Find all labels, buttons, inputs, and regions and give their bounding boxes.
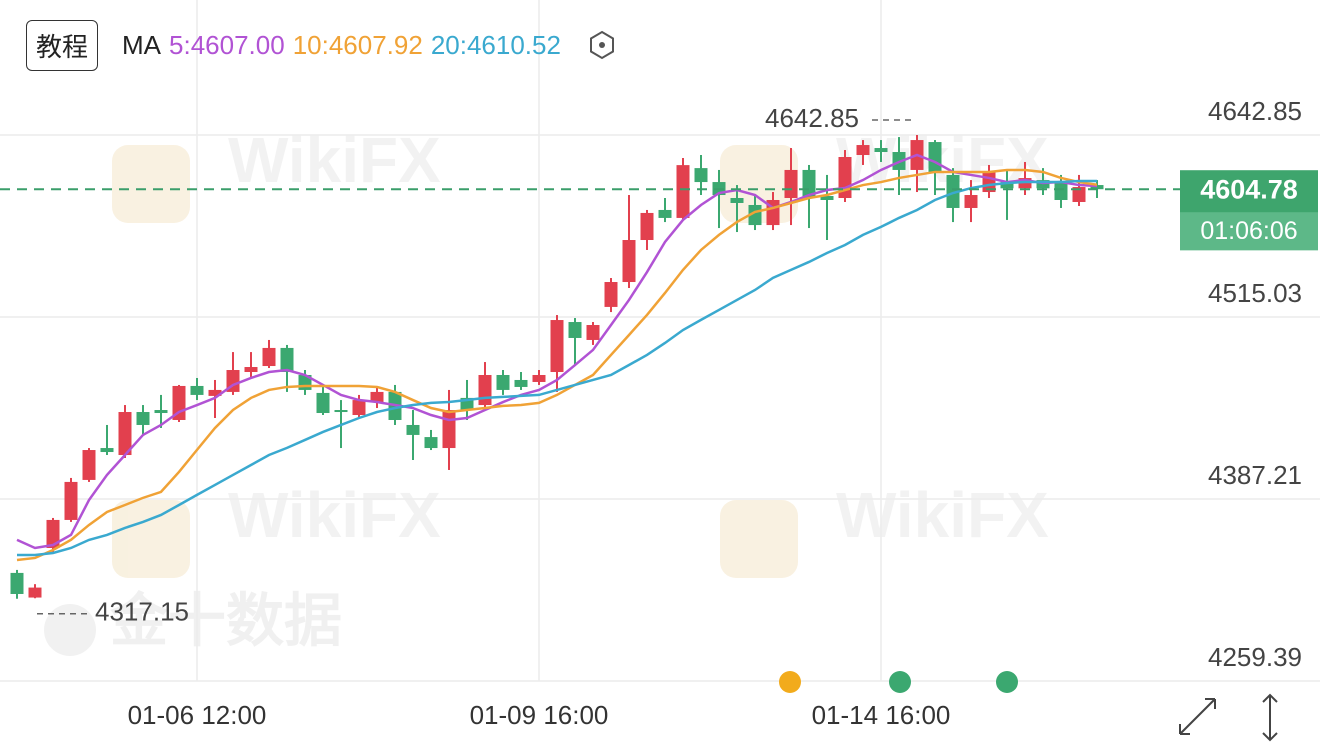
candle-body (604, 282, 618, 307)
watermark: WikiFX (228, 479, 441, 551)
icon-stroke (1205, 698, 1216, 709)
candle-body (820, 196, 834, 200)
candle-body (406, 424, 420, 435)
icon-stroke (1262, 693, 1278, 703)
event-marker (889, 671, 911, 693)
candle-body (370, 391, 384, 403)
candle-body (1090, 185, 1104, 190)
candle-body (874, 148, 888, 153)
candle-body (784, 169, 798, 199)
ma-line (17, 179, 1098, 557)
candle-body (586, 325, 600, 340)
candle-body (514, 379, 528, 387)
countdown-label: 01:06:06 (1200, 217, 1297, 245)
candle-body (928, 142, 942, 172)
icon-stroke (1179, 698, 1216, 735)
y-tick-label: 4515.03 (1208, 278, 1302, 308)
legend-entry: 5:4607.00 (169, 29, 285, 60)
candle-body (64, 481, 78, 520)
candle-body (10, 572, 24, 594)
y-tick-label: 4642.85 (1208, 96, 1302, 126)
corner-icons[interactable] (1179, 693, 1278, 742)
last-price-label: 4604.78 (1200, 174, 1298, 204)
candle-body (316, 392, 330, 414)
min-label: 4317.15 (95, 597, 189, 627)
candle-body (856, 145, 870, 156)
candle-body (352, 400, 366, 416)
candle-body (334, 410, 348, 413)
candle-body (82, 450, 96, 480)
watermark: 金十数据 (110, 588, 342, 653)
countdown-box (1180, 212, 1318, 251)
candle-body (424, 437, 438, 449)
header: 教程 MA 5:4607.00 10:4607.92 20:4610.52 (26, 19, 617, 71)
candle-body (46, 519, 60, 548)
candle-body (28, 587, 42, 598)
candle-body (496, 374, 510, 390)
candle-body (442, 410, 456, 449)
candle-body (694, 168, 708, 183)
candle-body (1000, 182, 1014, 189)
x-tick-label: 01-06 12:00 (128, 700, 267, 730)
candle-body (640, 212, 654, 241)
watermark: WikiFX (228, 124, 441, 196)
max-label: 4642.85 (765, 103, 859, 133)
candle-body (118, 412, 132, 456)
candle-body (262, 347, 276, 367)
candle-body (478, 374, 492, 406)
candle-body (946, 174, 960, 208)
ma-line (16, 153, 1098, 550)
legend-entry: 10:4607.92 (292, 29, 423, 60)
legend-entry: 20:4610.52 (430, 29, 561, 60)
watermark-logos (44, 145, 798, 656)
icon-stroke (1262, 732, 1278, 742)
candle-body (190, 385, 204, 395)
candle-body (136, 412, 150, 425)
settings-icon[interactable] (587, 30, 617, 60)
candle-body (532, 374, 546, 382)
candle-body (568, 322, 582, 338)
candle-body (658, 209, 672, 218)
candle-body (244, 367, 258, 373)
event-marker (996, 671, 1018, 693)
candle-body (802, 169, 816, 199)
x-tick-label: 01-14 16:00 (812, 700, 951, 730)
candle-body (154, 410, 168, 414)
candle-body (280, 347, 294, 373)
x-tick-label: 01-09 16:00 (470, 700, 609, 730)
candle-body (622, 240, 636, 283)
candle-body (550, 320, 564, 373)
candle-body (676, 165, 690, 218)
icon-stroke (1179, 724, 1190, 735)
legend-title: MA (122, 29, 162, 60)
ma-line (16, 168, 1098, 562)
tutorial-button[interactable]: 教程 (26, 19, 99, 71)
candle-body (100, 448, 114, 453)
candle-body (1054, 182, 1068, 200)
candle-body (730, 198, 744, 203)
watermark: WikiFX (836, 479, 1049, 551)
event-marker (779, 671, 801, 693)
y-tick-label: 4387.21 (1208, 460, 1302, 490)
candle-body (964, 195, 978, 208)
y-tick-label: 4259.39 (1208, 642, 1302, 672)
candle-body (208, 389, 222, 396)
candle-body (1072, 187, 1086, 202)
